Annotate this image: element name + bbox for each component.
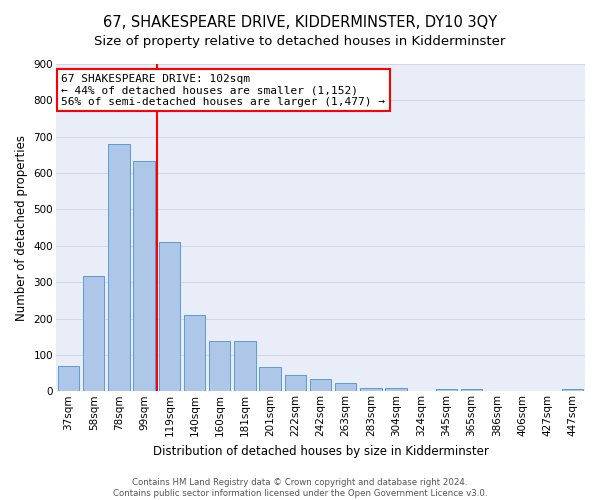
Text: Contains HM Land Registry data © Crown copyright and database right 2024.
Contai: Contains HM Land Registry data © Crown c… xyxy=(113,478,487,498)
Bar xyxy=(284,374,306,392)
Bar xyxy=(234,341,256,392)
X-axis label: Distribution of detached houses by size in Kidderminster: Distribution of detached houses by size … xyxy=(152,444,488,458)
Bar xyxy=(259,366,281,392)
Bar xyxy=(436,388,457,392)
Bar xyxy=(133,161,155,392)
Bar xyxy=(108,144,130,392)
Bar xyxy=(360,388,382,392)
Bar xyxy=(310,380,331,392)
Bar xyxy=(385,388,407,392)
Bar xyxy=(335,383,356,392)
Bar xyxy=(184,315,205,392)
Text: 67 SHAKESPEARE DRIVE: 102sqm
← 44% of detached houses are smaller (1,152)
56% of: 67 SHAKESPEARE DRIVE: 102sqm ← 44% of de… xyxy=(61,74,385,107)
Bar xyxy=(461,388,482,392)
Bar xyxy=(209,341,230,392)
Bar xyxy=(158,242,180,392)
Bar xyxy=(58,366,79,392)
Bar xyxy=(83,276,104,392)
Y-axis label: Number of detached properties: Number of detached properties xyxy=(15,134,28,320)
Text: 67, SHAKESPEARE DRIVE, KIDDERMINSTER, DY10 3QY: 67, SHAKESPEARE DRIVE, KIDDERMINSTER, DY… xyxy=(103,15,497,30)
Bar xyxy=(562,388,583,392)
Text: Size of property relative to detached houses in Kidderminster: Size of property relative to detached ho… xyxy=(94,35,506,48)
